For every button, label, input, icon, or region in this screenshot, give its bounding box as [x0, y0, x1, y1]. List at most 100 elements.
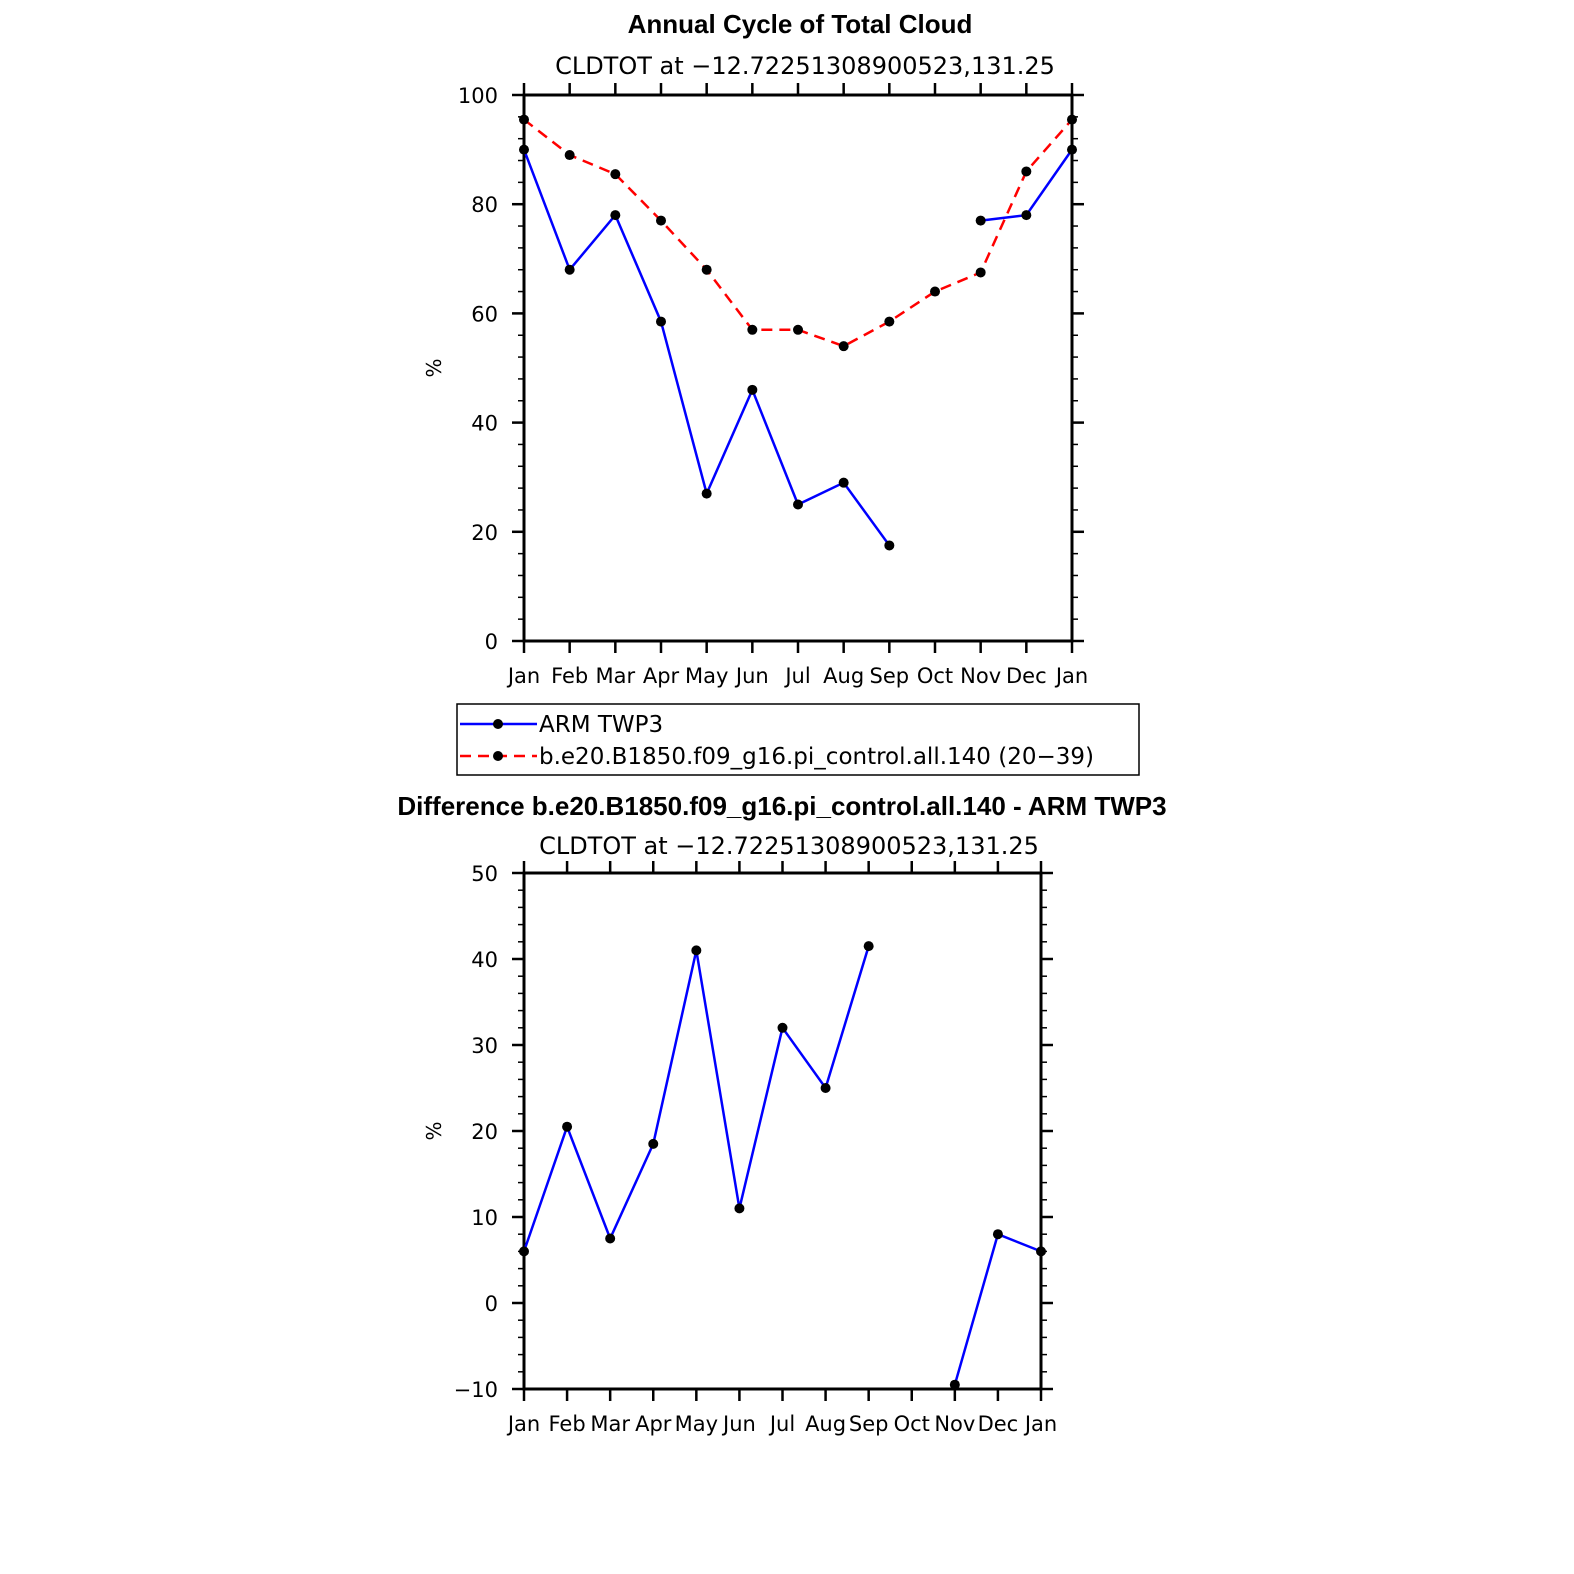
x-tick-label: Nov: [934, 1412, 975, 1436]
x-tick-label: May: [685, 664, 728, 688]
x-tick-label: Aug: [805, 1412, 846, 1436]
data-point: [793, 499, 803, 510]
x-tick-label: Oct: [917, 664, 953, 688]
data-point: [564, 150, 575, 161]
data-point: [701, 264, 712, 275]
data-point: [975, 215, 986, 226]
series-line-0: [522, 149, 891, 547]
x-tick-label: May: [675, 1412, 718, 1436]
legend: ARM TWP3 b.e20.B1850.f09_g16.pi_control.…: [456, 703, 1140, 776]
x-tick-label: Feb: [551, 664, 588, 688]
data-point: [562, 1121, 573, 1132]
y-tick-label: 20: [471, 1120, 498, 1144]
y-tick-label: 10: [471, 1206, 498, 1230]
data-point: [605, 1233, 616, 1244]
x-tick-label: Jul: [783, 664, 810, 688]
data-point: [747, 324, 758, 335]
data-point: [1067, 144, 1077, 155]
x-tick-label: Mar: [596, 664, 636, 688]
data-point: [691, 945, 702, 956]
x-tick-label: Dec: [978, 1412, 1019, 1436]
x-tick-label: Sep: [870, 664, 910, 688]
chart-title: Difference b.e20.B1850.f09_g16.pi_contro…: [397, 791, 1166, 821]
data-point: [975, 267, 986, 278]
data-point: [701, 488, 712, 499]
plot-area: Jan Feb Mar Apr May Jun Jul Aug Sep Oct Nov Dec Jan 0…: [458, 83, 1088, 688]
legend-marker-arm: [493, 719, 503, 729]
data-point: [564, 264, 575, 275]
data-point: [610, 210, 621, 221]
legend-label-arm: ARM TWP3: [539, 712, 663, 738]
data-point: [838, 477, 849, 488]
data-point: [884, 316, 895, 327]
legend-box: [456, 703, 1140, 776]
data-point: [610, 169, 621, 180]
data-point: [992, 1229, 1003, 1240]
chart-subtitle: CLDTOT at −12.72251308900523,131.25: [539, 832, 1039, 860]
y-tick-label: −10: [454, 1378, 498, 1402]
y-tick-label: 40: [471, 948, 498, 972]
series-line-0: [522, 945, 870, 1252]
data-point: [656, 215, 666, 226]
annual-cycle-chart: Annual Cycle of Total Cloud CLDTOT at −1…: [422, 9, 1140, 776]
y-axis-label: %: [422, 358, 446, 377]
x-tick-label: Oct: [894, 1412, 930, 1436]
x-tick-label: Jun: [734, 664, 769, 688]
x-tick-label: Jul: [768, 1412, 795, 1436]
x-tick-label: Jan: [506, 1412, 540, 1436]
y-tick-label: 30: [471, 1034, 498, 1058]
series-line-1: [523, 118, 1073, 348]
data-point: [1036, 1246, 1046, 1257]
legend-marker-model: [493, 751, 503, 761]
chart-title: Annual Cycle of Total Cloud: [628, 9, 973, 39]
y-tick-label: 0: [485, 1292, 498, 1316]
data-point: [777, 1022, 788, 1033]
y-tick-label: 80: [471, 193, 498, 217]
plot-frame: [522, 871, 1043, 1391]
data-point: [884, 540, 895, 551]
chart-subtitle: CLDTOT at −12.72251308900523,131.25: [555, 52, 1055, 80]
y-tick-label: 50: [471, 862, 498, 886]
y-tick-label: 40: [471, 412, 498, 436]
data-point: [519, 114, 529, 125]
data-point: [1021, 166, 1032, 177]
y-tick-label: 20: [471, 521, 498, 545]
x-tick-label: Apr: [643, 664, 680, 688]
x-tick-label: Dec: [1006, 664, 1047, 688]
data-point: [793, 324, 803, 335]
x-tick-label: Feb: [548, 1412, 585, 1436]
x-tick-label: Jan: [1023, 1412, 1057, 1436]
x-tick-label: Jan: [506, 664, 540, 688]
data-point: [949, 1379, 960, 1390]
plot-frame: [522, 93, 1074, 643]
series-line-0: [953, 1232, 1042, 1386]
data-point: [519, 1246, 529, 1257]
data-point: [863, 941, 874, 952]
x-tick-label: Nov: [960, 664, 1001, 688]
data-point: [1021, 210, 1032, 221]
x-tick-label: Sep: [849, 1412, 889, 1436]
data-point: [656, 316, 666, 327]
difference-chart: Difference b.e20.B1850.f09_g16.pi_contro…: [397, 791, 1166, 1436]
legend-label-model: b.e20.B1850.f09_g16.pi_control.all.140 (…: [539, 744, 1094, 770]
y-tick-label: 60: [471, 302, 498, 326]
x-tick-label: Mar: [590, 1412, 630, 1436]
x-tick-label: Jun: [721, 1412, 756, 1436]
series-line-0: [980, 148, 1074, 222]
data-point: [838, 341, 849, 352]
data-point: [820, 1083, 831, 1093]
data-point: [648, 1138, 659, 1149]
data-point: [519, 144, 529, 155]
x-tick-label: Apr: [635, 1412, 672, 1436]
data-point: [930, 286, 940, 297]
x-tick-label: Jan: [1054, 664, 1088, 688]
y-tick-label: 100: [458, 84, 498, 108]
data-point: [747, 384, 758, 395]
y-tick-label: 0: [485, 630, 498, 654]
x-tick-label: Aug: [823, 664, 864, 688]
data-point: [734, 1203, 745, 1214]
data-point: [1067, 114, 1077, 125]
plot-area: Jan Feb Mar Apr May Jun Jul Aug Sep Oct Nov Dec Jan−…: [454, 861, 1057, 1436]
y-axis-label: %: [422, 1121, 446, 1140]
